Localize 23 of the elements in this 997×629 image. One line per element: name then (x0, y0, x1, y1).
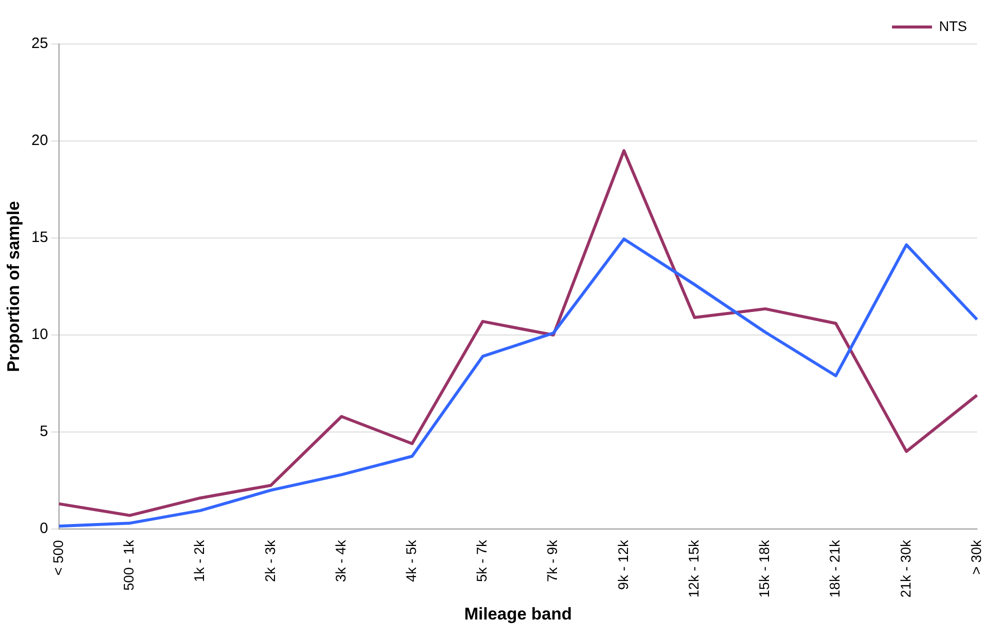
x-tick-label: 18k - 21k (826, 539, 843, 598)
x-tick-label: 1k - 2k (191, 539, 208, 582)
y-tick-label: 10 (31, 326, 48, 344)
y-tick-label: 20 (31, 132, 48, 150)
x-tick-label: 3k - 4k (332, 539, 348, 582)
y-axis-title: Proportion of sample (4, 201, 23, 372)
y-tick-label: 15 (31, 229, 48, 246)
x-tick-label: 500 - 1k (120, 539, 137, 591)
x-tick-label: 12k - 15k (685, 539, 702, 598)
x-tick-label: 4k - 5k (402, 539, 419, 582)
x-tick-label: > 30k (968, 539, 984, 575)
x-tick-label: 5k - 7k (474, 539, 490, 582)
x-axis-title: Mileage band (464, 604, 572, 624)
x-tick-label: 21k - 30k (897, 539, 914, 598)
x-tick-label: 7k - 9k (544, 539, 560, 582)
y-tick-label: 25 (31, 35, 48, 52)
x-tick-label: 2k - 3k (262, 539, 278, 582)
x-tick-label: 9k - 12k (614, 539, 631, 590)
legend-label: NTS (939, 18, 967, 34)
x-tick-label: 15k - 18k (756, 539, 772, 598)
y-tick-label: 0 (40, 520, 48, 538)
x-tick-label: < 500 (50, 540, 66, 576)
y-tick-label: 5 (40, 423, 48, 440)
